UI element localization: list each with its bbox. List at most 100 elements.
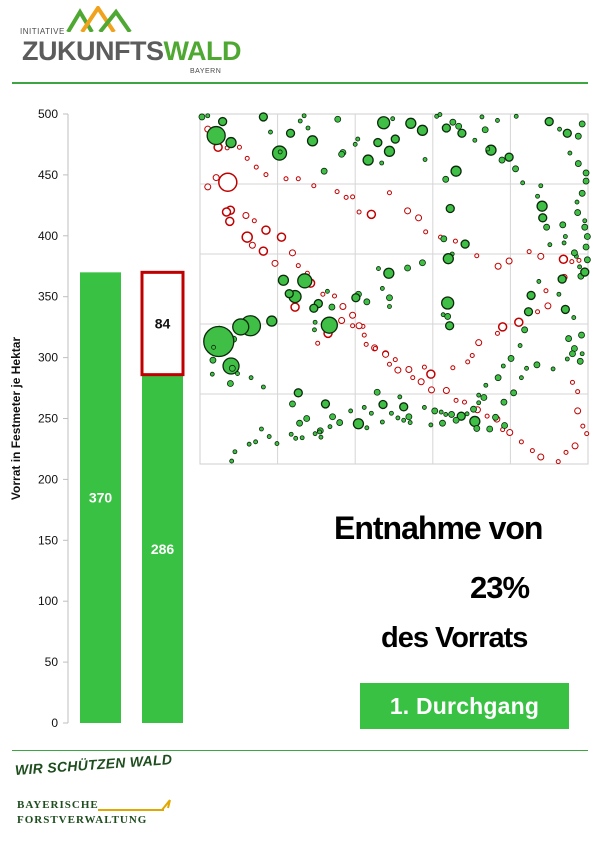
remaining-tree <box>437 112 443 117</box>
removed-tree <box>475 339 483 347</box>
remaining-tree <box>288 431 294 437</box>
remaining-tree <box>217 116 228 127</box>
removed-tree <box>494 262 502 270</box>
remaining-tree <box>470 405 477 413</box>
remaining-tree <box>329 413 336 421</box>
remaining-tree <box>449 118 457 126</box>
remaining-tree <box>419 259 426 267</box>
remaining-tree <box>232 449 238 455</box>
org-name-line1: BAYERISCHE <box>17 799 99 811</box>
removed-tree <box>295 176 301 182</box>
remaining-tree <box>305 125 311 131</box>
removed-tree <box>386 190 392 196</box>
removed-tree <box>461 399 467 405</box>
remaining-tree <box>582 177 590 185</box>
y-tick-label: 350 <box>38 290 58 304</box>
remaining-tree <box>390 134 400 144</box>
removed-tree <box>258 246 269 256</box>
remaining-tree <box>297 273 313 289</box>
bottom-divider <box>12 750 588 751</box>
remaining-tree <box>355 136 361 142</box>
remaining-tree <box>500 363 506 369</box>
remaining-tree <box>578 120 586 128</box>
remaining-tree <box>206 125 226 146</box>
remaining-tree <box>296 419 303 427</box>
remaining-tree <box>401 417 407 423</box>
remaining-tree <box>577 264 582 270</box>
removed-tree <box>338 317 346 324</box>
remaining-tree <box>521 326 529 334</box>
remaining-tree <box>494 374 502 382</box>
remaining-tree <box>284 289 294 299</box>
remaining-tree <box>517 343 523 348</box>
headline-line3: des Vorrats <box>381 622 528 654</box>
remaining-tree <box>351 293 361 303</box>
remaining-tree <box>571 315 577 320</box>
remaining-tree <box>448 411 455 418</box>
remaining-tree <box>312 319 318 325</box>
removed-tree <box>537 453 545 461</box>
remaining-tree <box>277 274 290 286</box>
remaining-tree <box>320 316 338 334</box>
remaining-tree <box>297 118 303 124</box>
stock-bar <box>142 374 183 723</box>
removed-tree <box>315 340 321 346</box>
remaining-tree <box>520 180 526 186</box>
removed-tree <box>241 231 253 243</box>
removed-tree <box>584 431 590 437</box>
removed-tree <box>415 214 423 222</box>
remaining-tree <box>361 405 367 410</box>
remaining-tree <box>533 361 541 369</box>
forstverwaltung-logo: WIR SCHÜTZEN WALD BAYERISCHE FORSTVERWAL… <box>12 751 212 840</box>
removed-tree <box>339 303 347 310</box>
remaining-tree <box>328 303 336 311</box>
remaining-tree <box>536 200 548 212</box>
slogan-text: WIR SCHÜTZEN WALD <box>14 751 173 778</box>
removed-tree <box>505 257 513 265</box>
remaining-tree <box>376 266 381 271</box>
removed-tree <box>423 229 429 235</box>
removed-tree <box>405 366 413 373</box>
remaining-tree <box>438 409 444 415</box>
remaining-tree <box>550 366 556 372</box>
remaining-tree <box>504 152 514 162</box>
remaining-tree <box>543 223 551 231</box>
remaining-tree <box>306 135 319 147</box>
removed-tree <box>474 253 480 259</box>
removed-tree <box>563 449 569 455</box>
removed-tree <box>421 364 427 370</box>
bar-value-label: 286 <box>151 541 175 557</box>
remaining-tree <box>510 389 518 397</box>
removed-tree <box>497 322 508 332</box>
removed-tree <box>276 232 287 242</box>
remaining-tree <box>368 410 374 416</box>
remaining-tree <box>390 116 396 122</box>
remaining-tree <box>404 264 411 272</box>
removed-tree <box>361 332 367 338</box>
removed-tree <box>288 249 296 257</box>
remaining-tree <box>389 410 394 416</box>
remaining-tree <box>334 115 342 123</box>
removed-tree <box>394 366 402 374</box>
stock-chart: 0 50 100 150 200 250 300 350 400 450 500 Vorrat in … <box>9 107 591 730</box>
remaining-tree <box>535 193 540 199</box>
remaining-tree <box>557 126 562 132</box>
remaining-tree <box>512 165 519 173</box>
remaining-tree <box>416 124 429 136</box>
removed-tree <box>320 291 326 297</box>
remaining-tree <box>352 141 358 147</box>
removed-tree <box>514 317 524 327</box>
remaining-tree <box>469 415 481 428</box>
remaining-tree <box>373 137 383 148</box>
remaining-tree <box>564 356 570 362</box>
remaining-tree <box>373 388 381 396</box>
removed-tree <box>212 174 220 182</box>
removed-tree <box>518 439 524 445</box>
remaining-tree <box>565 335 572 342</box>
y-tick-label: 150 <box>38 533 58 547</box>
remaining-tree <box>301 113 307 119</box>
remaining-tree <box>574 199 580 205</box>
remaining-tree <box>501 422 508 429</box>
remaining-tree <box>259 426 264 432</box>
remaining-tree <box>450 165 462 177</box>
